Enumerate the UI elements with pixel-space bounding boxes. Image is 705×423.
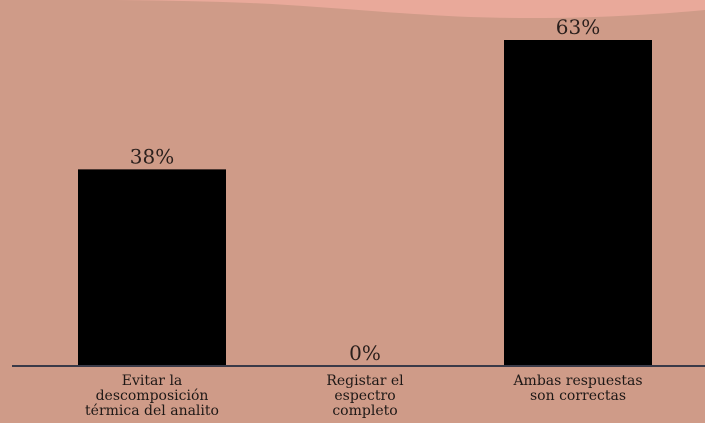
bars-layer xyxy=(78,40,652,366)
category-label-1-line-2: completo xyxy=(332,403,397,419)
category-label-1-line-1: espectro xyxy=(334,388,395,404)
category-label-0-line-2: térmica del analito xyxy=(85,403,219,419)
category-label-0-line-0: Evitar la xyxy=(122,373,183,389)
category-label-2-line-1: son correctas xyxy=(530,388,626,404)
bar-value-label-1: 0% xyxy=(349,341,381,365)
bar-value-label-0: 38% xyxy=(130,144,174,168)
decorative-top-wave xyxy=(0,0,705,19)
bar-value-label-2: 63% xyxy=(556,15,600,39)
category-label-0-line-1: descomposición xyxy=(96,388,209,404)
bar-2 xyxy=(504,40,652,366)
bar-0 xyxy=(78,169,226,366)
category-label-1-line-0: Registar el xyxy=(326,373,404,389)
category-label-2-line-0: Ambas respuestas xyxy=(512,373,642,389)
